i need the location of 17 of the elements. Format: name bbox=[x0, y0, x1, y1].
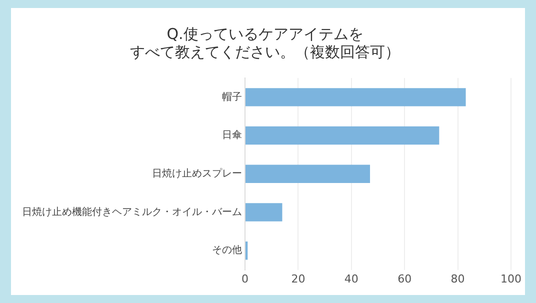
x-tick-label: 40 bbox=[344, 272, 358, 286]
x-tick-label: 100 bbox=[500, 272, 522, 286]
text: Q.使っているケアアイテムを bbox=[166, 24, 364, 43]
y-tick-label: 日焼け止め機能付きヘアミルク・オイル・バーム bbox=[22, 206, 242, 218]
y-tick-label: 日焼け止めスプレー bbox=[152, 167, 242, 180]
x-tick-label: 60 bbox=[398, 272, 412, 286]
y-tick-label: 日傘 bbox=[222, 129, 242, 142]
y-tick-label: その他 bbox=[212, 244, 242, 256]
bar bbox=[246, 88, 466, 106]
x-tick-label: 20 bbox=[291, 272, 306, 286]
y-tick-label: 帽子 bbox=[222, 90, 242, 103]
bar bbox=[246, 164, 370, 184]
x-tick-label: 0 bbox=[242, 272, 248, 286]
x-tick-label: 80 bbox=[450, 272, 465, 286]
bar bbox=[246, 203, 282, 222]
text: すべて教えてください。（複数回答可） bbox=[130, 42, 400, 61]
bar bbox=[246, 126, 440, 145]
